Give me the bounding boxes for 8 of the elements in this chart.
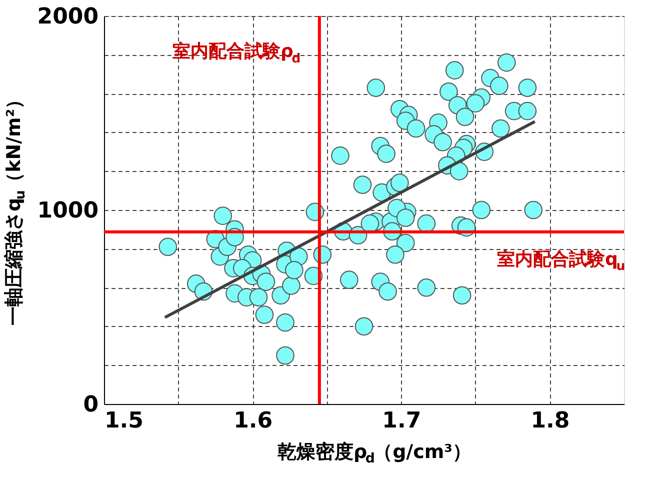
y-tick-label: 2000 (37, 4, 98, 30)
x-tick-label: 1.5 (104, 408, 144, 434)
x-tick-label: 1.6 (234, 408, 273, 434)
x-tick-label: 1.8 (530, 408, 570, 434)
y-tick-label: 1000 (37, 198, 98, 224)
y-axis-title: 一軸圧縮強さqu（kN/m²） (3, 90, 29, 326)
y-tick-label: 0 (83, 392, 98, 418)
x-tick-label: 1.7 (382, 408, 422, 434)
